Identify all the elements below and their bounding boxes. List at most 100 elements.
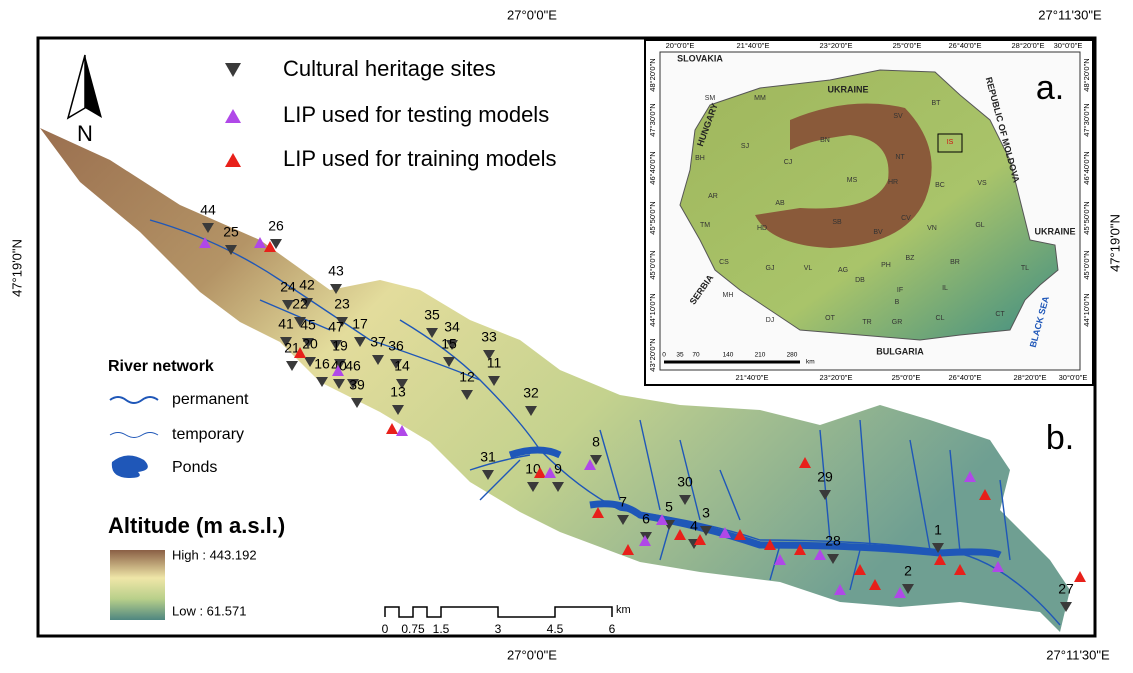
site-label: 13 bbox=[390, 384, 406, 400]
inset-coordinate: 44°10'0"N bbox=[648, 293, 657, 326]
site-label: 37 bbox=[370, 334, 386, 350]
county-code: AR bbox=[708, 193, 718, 200]
coordinate-label: 27°11'30"E bbox=[1038, 7, 1102, 22]
country-label: SLOVAKIA bbox=[677, 53, 723, 63]
legend-title: River network bbox=[108, 358, 214, 375]
legend-title: Altitude (m a.s.l.) bbox=[108, 513, 285, 538]
inset-scale-label: 70 bbox=[692, 352, 700, 359]
county-code: HR bbox=[888, 179, 898, 186]
inset-coordinate: 45°0'0"N bbox=[1082, 250, 1091, 279]
site-label: 24 bbox=[280, 279, 296, 295]
site-label: 44 bbox=[200, 202, 216, 218]
inset-coordinate: 45°50'0"N bbox=[1082, 201, 1091, 234]
country-label: UKRAINE bbox=[827, 84, 868, 94]
inset-coordinate: 48°20'0"N bbox=[1082, 58, 1091, 91]
scale-unit: km bbox=[616, 604, 631, 616]
site-label: 15 bbox=[441, 336, 457, 352]
county-code: PH bbox=[881, 262, 891, 269]
county-code: IF bbox=[897, 287, 903, 294]
legend-entry: LIP used for training models bbox=[283, 146, 557, 171]
heritage-marker bbox=[286, 361, 298, 371]
site-label: 1 bbox=[934, 522, 942, 538]
site-label: 43 bbox=[328, 263, 344, 279]
site-label: 34 bbox=[444, 319, 460, 335]
legend-entry: Cultural heritage sites bbox=[283, 56, 496, 81]
site-label: 35 bbox=[424, 307, 440, 323]
county-code: BH bbox=[695, 155, 705, 162]
county-code: GJ bbox=[766, 265, 775, 272]
legend-entry: High : 443.192 bbox=[172, 547, 257, 562]
site-label: 16 bbox=[314, 356, 330, 372]
site-label: 22 bbox=[292, 296, 308, 312]
legend-entry: LIP used for testing models bbox=[283, 102, 549, 127]
site-label: 12 bbox=[459, 369, 475, 385]
county-code: OT bbox=[825, 315, 835, 322]
county-code: TL bbox=[1021, 265, 1029, 272]
inset-scale-unit: km bbox=[806, 359, 815, 366]
inset-coordinate: 20°0'0"E bbox=[666, 41, 695, 50]
country-label: UKRAINE bbox=[1034, 226, 1075, 236]
county-code: BN bbox=[820, 137, 830, 144]
scale-label: 3 bbox=[495, 622, 502, 636]
county-code: SB bbox=[832, 219, 842, 226]
inset-coordinate: 45°0'0"N bbox=[648, 250, 657, 279]
county-code: NT bbox=[895, 154, 905, 161]
site-label: 23 bbox=[334, 296, 350, 312]
site-label: 11 bbox=[487, 355, 502, 371]
county-code: TM bbox=[700, 222, 710, 229]
county-code: BV bbox=[873, 229, 883, 236]
site-label: 30 bbox=[677, 474, 693, 490]
site-label: 9 bbox=[554, 461, 562, 477]
county-code: B bbox=[895, 299, 900, 306]
county-code: HD bbox=[757, 225, 767, 232]
inset-coordinate: 21°40'0"E bbox=[736, 373, 769, 382]
inset-coordinate: 44°10'0"N bbox=[1082, 293, 1091, 326]
county-code: CS bbox=[719, 259, 729, 266]
county-code: TR bbox=[862, 319, 871, 326]
county-code: SM bbox=[705, 95, 716, 102]
scale-label: 4.5 bbox=[547, 622, 564, 636]
inset-scale-label: 140 bbox=[723, 352, 734, 359]
north-label: N bbox=[77, 121, 93, 146]
inset-coordinate: 26°40'0"E bbox=[949, 41, 982, 50]
inset-coordinate: 46°40'0"N bbox=[648, 151, 657, 184]
county-code: BT bbox=[932, 100, 942, 107]
site-label: 29 bbox=[817, 469, 833, 485]
county-code: AB bbox=[775, 200, 785, 207]
inset-coordinate: 47°30'0"N bbox=[1082, 103, 1091, 136]
map: 27°0'0"E27°11'30"E27°0'0"E27°11'30"E47°1… bbox=[0, 0, 1133, 668]
legend-entry: Low : 61.571 bbox=[172, 603, 246, 618]
county-code: VS bbox=[977, 180, 987, 187]
training-marker bbox=[386, 423, 398, 434]
coordinate-label: 27°0'0"E bbox=[507, 647, 557, 662]
site-label: 46 bbox=[345, 358, 361, 374]
panel-label: a. bbox=[1036, 69, 1064, 107]
county-code: BR bbox=[950, 259, 960, 266]
inset-scale-label: 35 bbox=[676, 352, 684, 359]
scale-bar bbox=[385, 607, 612, 617]
site-label: 5 bbox=[665, 499, 673, 515]
county-code: VN bbox=[927, 225, 937, 232]
north-arrow bbox=[68, 55, 102, 118]
site-label: 8 bbox=[592, 434, 600, 450]
site-label: 42 bbox=[299, 277, 315, 293]
site-label: 20 bbox=[302, 336, 318, 352]
site-label: 3 bbox=[702, 505, 710, 521]
inset-coordinate: 25°0'0"E bbox=[893, 41, 922, 50]
site-label: 6 bbox=[642, 511, 650, 527]
inset-coordinate: 25°0'0"E bbox=[892, 373, 921, 382]
site-label: 47 bbox=[328, 319, 344, 335]
heritage-marker bbox=[351, 398, 363, 408]
inset-coordinate: 23°20'0"E bbox=[820, 41, 853, 50]
inset-coordinate: 23°20'0"E bbox=[820, 373, 853, 382]
legend-entry: permanent bbox=[172, 391, 249, 408]
training-marker bbox=[1074, 571, 1086, 582]
inset-coordinate: 28°20'0"E bbox=[1014, 373, 1047, 382]
county-code: CT bbox=[995, 311, 1005, 318]
site-label: 45 bbox=[300, 317, 316, 333]
inset bbox=[645, 40, 1093, 385]
county-code: VL bbox=[804, 265, 813, 272]
inset-coordinate: 45°50'0"N bbox=[648, 201, 657, 234]
inset-coordinate: 21°40'0"E bbox=[737, 41, 770, 50]
site-label: 7 bbox=[619, 494, 627, 510]
